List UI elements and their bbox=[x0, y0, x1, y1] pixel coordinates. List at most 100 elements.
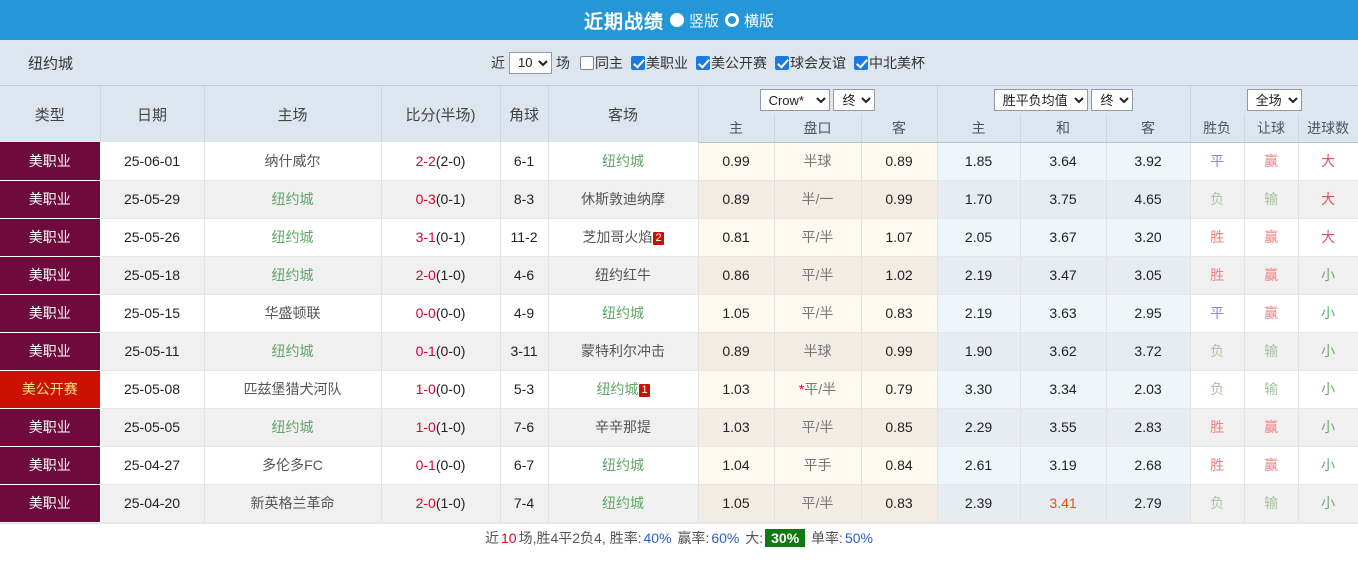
table-row[interactable]: 美职业 25-06-01 纳什威尔 2-2(2-0) 6-1 纽约城 0.99 半球 0.89 1… bbox=[0, 142, 1358, 181]
ah-phase-select[interactable]: 初终 bbox=[833, 89, 876, 111]
cell-result: 负 bbox=[1190, 332, 1245, 371]
cell-away-team[interactable]: 蒙特利尔冲击 bbox=[548, 332, 699, 371]
cell-match-type: 美公开赛 bbox=[0, 370, 101, 409]
league-filter-3[interactable]: 中北美杯 bbox=[854, 53, 927, 73]
cell-ah-line: *平/半 bbox=[774, 370, 862, 409]
cell-eu-home: 1.85 bbox=[937, 142, 1021, 181]
same-home-filter[interactable]: 同主 bbox=[580, 53, 625, 73]
summary-p2: 场,胜4平2负4, 胜率: bbox=[518, 530, 642, 546]
cell-away-team[interactable]: 辛辛那提 bbox=[548, 408, 699, 447]
cell-away-team[interactable]: 休斯敦迪纳摩 bbox=[548, 180, 699, 219]
cell-away-team[interactable]: 纽约城 bbox=[548, 446, 699, 485]
eu-phase-select[interactable]: 初终 bbox=[1091, 89, 1134, 111]
cell-away-team[interactable]: 纽约城 1 bbox=[548, 370, 699, 409]
cell-home-team[interactable]: 纽约城 bbox=[204, 256, 382, 295]
summary-count: 10 bbox=[501, 530, 517, 546]
cell-home-team[interactable]: 纳什威尔 bbox=[204, 142, 382, 181]
cell-eu-away: 3.92 bbox=[1106, 142, 1191, 181]
col-header-handicap: 让球 bbox=[1244, 114, 1299, 143]
table-row[interactable]: 美职业 25-05-15 华盛顿联 0-0(0-0) 4-9 纽约城 1.05 平/半 0.83… bbox=[0, 294, 1358, 333]
col-header-eu-home: 主 bbox=[937, 114, 1021, 143]
table-row[interactable]: 美职业 25-05-11 纽约城 0-1(0-0) 3-11 蒙特利尔冲击 0.89 半球 0.… bbox=[0, 332, 1358, 371]
cell-handicap: 输 bbox=[1244, 484, 1299, 523]
cell-eu-away: 3.05 bbox=[1106, 256, 1191, 295]
cell-date: 25-06-01 bbox=[100, 142, 205, 181]
league-filter-0[interactable]: 美职业 bbox=[631, 53, 690, 73]
cell-corner: 6-7 bbox=[500, 446, 549, 485]
cell-eu-draw: 3.67 bbox=[1020, 218, 1107, 257]
league-filter-1[interactable]: 美公开赛 bbox=[696, 53, 769, 73]
summary-yingrate: 60% bbox=[711, 530, 740, 546]
cell-home-team[interactable]: 纽约城 bbox=[204, 408, 382, 447]
cell-ah-line: 半球 bbox=[774, 332, 862, 371]
league-checkbox-2[interactable] bbox=[775, 55, 789, 70]
cell-eu-draw: 3.62 bbox=[1020, 332, 1107, 371]
same-home-label: 同主 bbox=[595, 54, 623, 71]
cell-away-team[interactable]: 纽约城 bbox=[548, 484, 699, 523]
league-checkbox-3[interactable] bbox=[854, 55, 868, 70]
cell-date: 25-05-15 bbox=[100, 294, 205, 333]
league-checkbox-0[interactable] bbox=[631, 55, 645, 70]
cell-match-type: 美职业 bbox=[0, 446, 101, 485]
cell-goals: 大 bbox=[1298, 142, 1358, 181]
bookmaker-select[interactable]: Crow*Bet365Macau bbox=[759, 89, 830, 111]
cell-away-team[interactable]: 纽约红牛 bbox=[548, 256, 699, 295]
view-option-horizontal[interactable]: 横版 bbox=[725, 10, 774, 31]
same-home-checkbox[interactable] bbox=[580, 55, 594, 70]
cell-eu-away: 4.65 bbox=[1106, 180, 1191, 219]
league-checkbox-1[interactable] bbox=[696, 55, 710, 70]
cell-ah-away: 1.07 bbox=[861, 218, 938, 257]
cell-home-team[interactable]: 华盛顿联 bbox=[204, 294, 382, 333]
col-header-date: 日期 bbox=[100, 86, 205, 142]
view-option-vertical[interactable]: 竖版 bbox=[669, 10, 719, 31]
cell-date: 25-04-27 bbox=[100, 446, 205, 485]
col-header-ah-home: 主 bbox=[698, 114, 775, 143]
summary-p3: 赢率: bbox=[673, 530, 710, 546]
cell-corner: 6-1 bbox=[500, 142, 549, 181]
cell-corner: 4-6 bbox=[500, 256, 549, 295]
cell-score: 2-2(2-0) bbox=[381, 142, 501, 181]
match-count-select[interactable]: 6102030 bbox=[509, 51, 552, 74]
cell-goals: 小 bbox=[1298, 408, 1358, 447]
cell-ah-line: 平/半 bbox=[774, 294, 862, 333]
cell-ah-home: 0.89 bbox=[698, 332, 775, 371]
table-row[interactable]: 美职业 25-04-20 新英格兰革命 2-0(1-0) 7-4 纽约城 1.05 平/半 0.… bbox=[0, 484, 1358, 523]
cell-home-team[interactable]: 纽约城 bbox=[204, 332, 382, 371]
odds-type-select[interactable]: 胜平负均值欧赔 bbox=[993, 89, 1088, 111]
cell-home-team[interactable]: 匹兹堡猎犬河队 bbox=[204, 370, 382, 409]
cell-home-team[interactable]: 新英格兰革命 bbox=[204, 484, 382, 523]
cell-result: 负 bbox=[1190, 180, 1245, 219]
cell-home-team[interactable]: 纽约城 bbox=[204, 218, 382, 257]
cell-ah-line: 半/一 bbox=[774, 180, 862, 219]
cell-away-team[interactable]: 纽约城 bbox=[548, 294, 699, 333]
cell-eu-draw: 3.41 bbox=[1020, 484, 1107, 523]
table-row[interactable]: 美职业 25-05-26 纽约城 3-1(0-1) 11-2 芝加哥火焰 2 0.81 平/半 1… bbox=[0, 218, 1358, 257]
table-row[interactable]: 美公开赛 25-05-08 匹兹堡猎犬河队 1-0(0-0) 5-3 纽约城 1 1.03 *平… bbox=[0, 370, 1358, 409]
cell-score: 2-0(1-0) bbox=[381, 256, 501, 295]
league-label-3: 中北美杯 bbox=[869, 54, 925, 71]
cell-score: 0-1(0-0) bbox=[381, 446, 501, 485]
cell-away-team[interactable]: 纽约城 bbox=[548, 142, 699, 181]
league-filter-2[interactable]: 球会友谊 bbox=[775, 53, 848, 73]
cell-home-team[interactable]: 纽约城 bbox=[204, 180, 382, 219]
cell-ah-away: 0.83 bbox=[861, 484, 938, 523]
table-row[interactable]: 美职业 25-05-18 纽约城 2-0(1-0) 4-6 纽约红牛 0.86 平/半 1.02… bbox=[0, 256, 1358, 295]
cell-home-team[interactable]: 多伦多FC bbox=[204, 446, 382, 485]
cell-ah-home: 1.05 bbox=[698, 484, 775, 523]
summary-footer: 近 10 场,胜4平2负4, 胜率: 40% 赢率: 60% 大: 30% 单率… bbox=[0, 522, 1358, 553]
col-header-type: 类型 bbox=[0, 86, 101, 142]
table-row[interactable]: 美职业 25-05-29 纽约城 0-3(0-1) 8-3 休斯敦迪纳摩 0.89 半/一 0.… bbox=[0, 180, 1358, 219]
radio-horizontal-icon[interactable] bbox=[725, 13, 739, 27]
cell-eu-away: 2.03 bbox=[1106, 370, 1191, 409]
cell-score: 1-0(1-0) bbox=[381, 408, 501, 447]
table-row[interactable]: 美职业 25-05-05 纽约城 1-0(1-0) 7-6 辛辛那提 1.03 平/半 0.85… bbox=[0, 408, 1358, 447]
cell-handicap: 赢 bbox=[1244, 446, 1299, 485]
page-title: 近期战绩 bbox=[583, 11, 664, 33]
recent-prefix-label: 近 bbox=[491, 54, 505, 71]
cell-away-team[interactable]: 芝加哥火焰 2 bbox=[548, 218, 699, 257]
table-row[interactable]: 美职业 25-04-27 多伦多FC 0-1(0-0) 6-7 纽约城 1.04 平手 0.84… bbox=[0, 446, 1358, 485]
cell-eu-draw: 3.75 bbox=[1020, 180, 1107, 219]
radio-vertical-icon[interactable] bbox=[669, 13, 684, 27]
cell-corner: 5-3 bbox=[500, 370, 549, 409]
scope-select[interactable]: 全场半场 bbox=[1246, 89, 1302, 111]
